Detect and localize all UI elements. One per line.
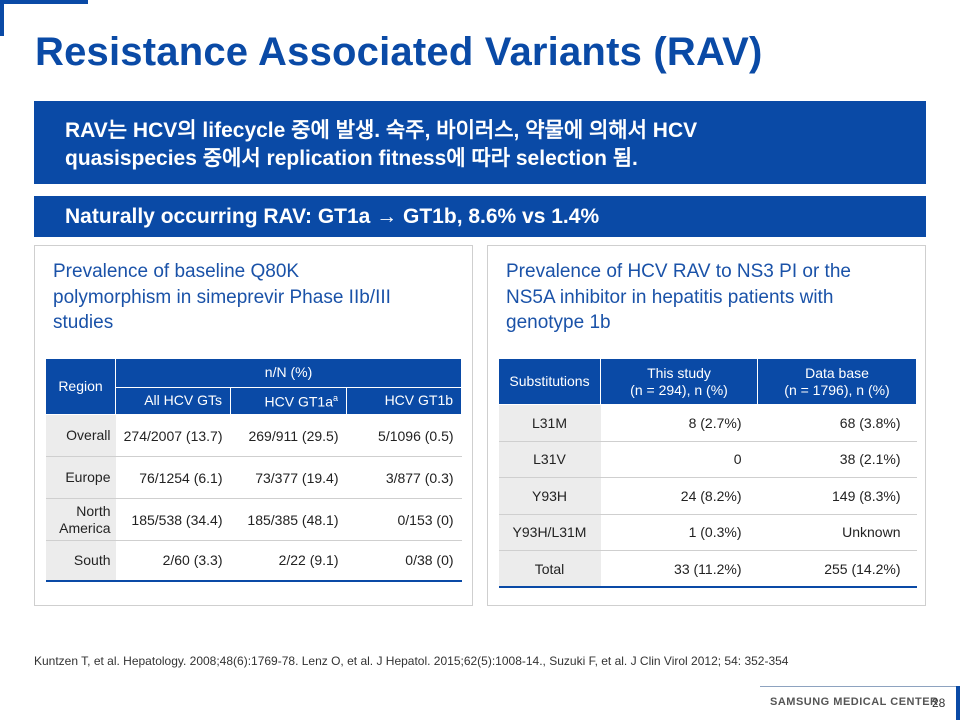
this-study-cell: 33 (11.2%)	[600, 550, 758, 588]
database-cell: 149 (8.3%)	[757, 477, 917, 515]
database-header: Data base (n = 1796), n (%)	[757, 358, 917, 405]
region-cell: Europe	[45, 456, 116, 499]
region-header: Region	[45, 358, 116, 415]
table-row: Overall 274/2007 (13.7) 269/911 (29.5) 5…	[45, 414, 462, 457]
hcv-gt1a-header: HCV GT1aa	[230, 386, 347, 415]
substitution-cell: L31V	[498, 441, 601, 478]
table-row: Y93H/L31M 1 (0.3%) Unknown	[498, 514, 917, 551]
substitution-cell: Y93H	[498, 477, 601, 515]
rav-table: Substitutions This study (n = 294), n (%…	[498, 358, 917, 588]
table-row: L31M 8 (2.7%) 68 (3.8%)	[498, 404, 917, 442]
hcv-gt1a-header-text: HCV GT1a	[264, 394, 333, 411]
this-study-cell: 0	[600, 441, 758, 478]
hcv-gt1b-cell: 5/1096 (0.5)	[346, 414, 462, 457]
summary-banner: RAV는 HCV의 lifecycle 중에 발생. 숙주, 바이러스, 약물에…	[34, 101, 926, 184]
all-hcv-gts-header: All HCV GTs	[115, 386, 231, 415]
table-row: South 2/60 (3.3) 2/22 (9.1) 0/38 (0)	[45, 540, 462, 582]
all-hcv-gts-cell: 274/2007 (13.7)	[115, 414, 231, 457]
nn-percent-header: n/N (%)	[114, 358, 463, 388]
this-study-header-line-2: (n = 294), n (%)	[630, 381, 728, 398]
this-study-cell: 1 (0.3%)	[600, 514, 758, 551]
hcv-gt1b-cell: 0/153 (0)	[346, 498, 462, 541]
region-line-1: North	[76, 502, 111, 519]
this-study-header-line-1: This study	[647, 364, 711, 381]
table-row: Y93H 24 (8.2%) 149 (8.3%)	[498, 477, 917, 515]
slide-title: Resistance Associated Variants (RAV)	[35, 30, 763, 74]
rav-panel: Prevalence of HCV RAV to NS3 PI or the N…	[487, 245, 926, 606]
rav-heading-line-3: genotype 1b	[506, 312, 611, 333]
hcv-gt1a-cell: 185/385 (48.1)	[230, 498, 347, 541]
database-header-line-2: (n = 1796), n (%)	[784, 381, 890, 398]
q80k-table: Region n/N (%) All HCV GTs HCV GT1aa HCV…	[45, 358, 463, 582]
hcv-gt1a-cell: 73/377 (19.4)	[230, 456, 347, 499]
brand-logo-text: SAMSUNG MEDICAL CENTER	[770, 696, 939, 708]
q80k-panel-heading: Prevalence of baseline Q80K polymorphism…	[53, 259, 391, 336]
footer-corner-mark	[956, 686, 960, 720]
corner-mark-vertical	[0, 0, 4, 36]
hcv-gt1b-cell: 0/38 (0)	[346, 540, 462, 582]
database-cell: 255 (14.2%)	[757, 550, 917, 588]
page-number: 28	[932, 696, 946, 710]
substitution-cell: Y93H/L31M	[498, 514, 601, 551]
hcv-gt1a-cell: 2/22 (9.1)	[230, 540, 347, 582]
substitution-cell: L31M	[498, 404, 601, 442]
region-cell: North America	[45, 498, 116, 541]
footer-divider	[760, 686, 960, 687]
natural-rav-banner: Naturally occurring RAV: GT1a → GT1b, 8.…	[34, 196, 926, 237]
summary-banner-line-2: quasispecies 중에서 replication fitness에 따라…	[65, 147, 638, 170]
region-line-2: America	[59, 519, 111, 536]
q80k-heading-line-3: studies	[53, 312, 114, 333]
all-hcv-gts-cell: 76/1254 (6.1)	[115, 456, 231, 499]
all-hcv-gts-cell: 185/538 (34.4)	[115, 498, 231, 541]
rav-heading-line-2: NS5A inhibitor in hepatitis patients wit…	[506, 286, 834, 308]
summary-banner-line-1: RAV는 HCV의 lifecycle 중에 발생. 숙주, 바이러스, 약물에…	[65, 119, 698, 142]
all-hcv-gts-cell: 2/60 (3.3)	[115, 540, 231, 582]
table-row: L31V 0 38 (2.1%)	[498, 441, 917, 478]
q80k-heading-line-2: polymorphism in simeprevir Phase IIb/III	[53, 286, 391, 308]
table-row: North America 185/538 (34.4) 185/385 (48…	[45, 498, 462, 541]
this-study-header: This study (n = 294), n (%)	[600, 358, 758, 405]
q80k-panel: Prevalence of baseline Q80K polymorphism…	[34, 245, 473, 606]
corner-mark	[0, 0, 92, 36]
hcv-gt1b-header: HCV GT1b	[345, 386, 463, 415]
database-cell: Unknown	[757, 514, 917, 551]
rav-panel-heading: Prevalence of HCV RAV to NS3 PI or the N…	[506, 259, 851, 336]
rav-heading-line-1: Prevalence of HCV RAV to NS3 PI or the	[506, 261, 851, 282]
this-study-cell: 24 (8.2%)	[600, 477, 758, 515]
slide-footer: SAMSUNG MEDICAL CENTER 28	[0, 686, 960, 720]
substitution-cell: Total	[498, 550, 601, 588]
substitutions-header: Substitutions	[498, 358, 601, 405]
hcv-gt1b-cell: 3/877 (0.3)	[346, 456, 462, 499]
database-header-line-1: Data base	[805, 364, 869, 381]
corner-mark-horizontal	[0, 0, 88, 4]
region-cell: South	[45, 540, 116, 582]
table-row: Total 33 (11.2%) 255 (14.2%)	[498, 550, 917, 588]
hcv-gt1a-cell: 269/911 (29.5)	[230, 414, 347, 457]
this-study-cell: 8 (2.7%)	[600, 404, 758, 442]
database-cell: 68 (3.8%)	[757, 404, 917, 442]
database-cell: 38 (2.1%)	[757, 441, 917, 478]
region-cell: Overall	[45, 414, 116, 457]
references-footnote: Kuntzen T, et al. Hepatology. 2008;48(6)…	[34, 654, 789, 668]
table-row: Europe 76/1254 (6.1) 73/377 (19.4) 3/877…	[45, 456, 462, 499]
q80k-heading-line-1: Prevalence of baseline Q80K	[53, 261, 300, 282]
hcv-gt1a-footnote-mark: a	[332, 393, 338, 404]
